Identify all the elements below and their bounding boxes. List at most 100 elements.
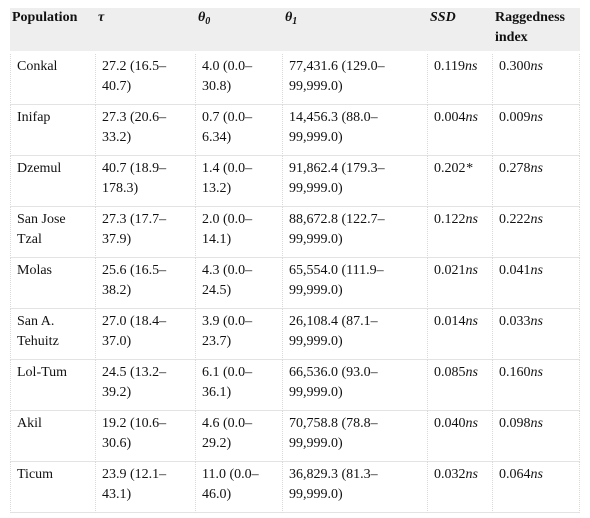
cell-theta1: 66,536.0 (93.0–99,999.0)	[283, 360, 428, 411]
cell-theta0: 11.0 (0.0–46.0)	[196, 462, 283, 513]
raggedness-value: 0.041	[499, 263, 531, 278]
cell-ssd: 0.032ns	[428, 462, 493, 513]
ssd-value: 0.032	[434, 467, 466, 482]
cell-raggedness: 0.300ns	[493, 54, 580, 105]
table-row: Akil 19.2 (10.6–30.6) 4.6 (0.0–29.2) 70,758…	[10, 411, 580, 462]
ssd-value: 0.040	[434, 416, 466, 431]
header-raggedness: Raggedness index	[493, 8, 580, 54]
raggedness-value: 0.009	[499, 110, 531, 125]
table-row: Lol-Tum 24.5 (13.2–39.2) 6.1 (0.0–36.1) 66,…	[10, 360, 580, 411]
raggedness-value: 0.064	[499, 467, 531, 482]
ssd-significance: *	[465, 161, 473, 176]
cell-theta1: 26,108.4 (87.1–99,999.0)	[283, 309, 428, 360]
table-row: Inifap 27.3 (20.6–33.2) 0.7 (0.0–6.34) 14,4…	[10, 105, 580, 156]
ssd-significance: ns	[465, 314, 478, 329]
cell-raggedness: 0.041ns	[493, 258, 580, 309]
cell-population: Conkal	[10, 54, 96, 105]
raggedness-significance: ns	[530, 110, 543, 125]
cell-theta1: 77,431.6 (129.0–99,999.0)	[283, 54, 428, 105]
header-row: Population τ θ0 θ1 SSD Raggedness index	[10, 8, 580, 54]
table-body: Conkal 27.2 (16.5–40.7) 4.0 (0.0–30.8) 77,4…	[10, 54, 580, 513]
cell-theta1: 88,672.8 (122.7–99,999.0)	[283, 207, 428, 258]
raggedness-value: 0.160	[499, 365, 531, 380]
table-row: Conkal 27.2 (16.5–40.7) 4.0 (0.0–30.8) 77,4…	[10, 54, 580, 105]
cell-population: Molas	[10, 258, 96, 309]
header-theta1: θ1	[283, 8, 428, 54]
header-theta1-symbol: θ	[285, 10, 293, 25]
raggedness-significance: ns	[530, 365, 543, 380]
cell-ssd: 0.040ns	[428, 411, 493, 462]
cell-theta0: 4.6 (0.0–29.2)	[196, 411, 283, 462]
header-theta0-subscript: 0	[205, 16, 211, 27]
ssd-significance: ns	[464, 59, 478, 74]
ssd-value: 0.202	[434, 161, 466, 176]
cell-tau: 27.3 (20.6–33.2)	[96, 105, 196, 156]
ssd-value: 0.119	[434, 59, 465, 74]
cell-raggedness: 0.033ns	[493, 309, 580, 360]
ssd-significance: ns	[465, 416, 478, 431]
cell-ssd: 0.122ns	[428, 207, 493, 258]
table-row: Dzemul 40.7 (18.9–178.3) 1.4 (0.0–13.2) 91,…	[10, 156, 580, 207]
ssd-value: 0.085	[434, 365, 466, 380]
data-table-container: Population τ θ0 θ1 SSD Raggedness index …	[10, 8, 580, 513]
cell-tau: 25.6 (16.5–38.2)	[96, 258, 196, 309]
cell-theta1: 65,554.0 (111.9–99,999.0)	[283, 258, 428, 309]
cell-population: Lol-Tum	[10, 360, 96, 411]
cell-theta0: 0.7 (0.0–6.34)	[196, 105, 283, 156]
cell-ssd: 0.202*	[428, 156, 493, 207]
cell-theta0: 4.3 (0.0–24.5)	[196, 258, 283, 309]
cell-tau: 19.2 (10.6–30.6)	[96, 411, 196, 462]
cell-raggedness: 0.222ns	[493, 207, 580, 258]
cell-tau: 24.5 (13.2–39.2)	[96, 360, 196, 411]
cell-tau: 27.0 (18.4–37.0)	[96, 309, 196, 360]
cell-raggedness: 0.160ns	[493, 360, 580, 411]
cell-population: San A. Tehuitz	[10, 309, 96, 360]
raggedness-significance: ns	[530, 212, 543, 227]
ssd-value: 0.021	[434, 263, 466, 278]
cell-ssd: 0.021ns	[428, 258, 493, 309]
header-tau: τ	[96, 8, 196, 54]
raggedness-significance: ns	[530, 161, 543, 176]
cell-theta0: 3.9 (0.0–23.7)	[196, 309, 283, 360]
cell-ssd: 0.014ns	[428, 309, 493, 360]
ssd-significance: ns	[465, 467, 478, 482]
ssd-value: 0.014	[434, 314, 466, 329]
cell-population: Inifap	[10, 105, 96, 156]
header-population: Population	[10, 8, 96, 54]
cell-tau: 40.7 (18.9–178.3)	[96, 156, 196, 207]
cell-theta1: 36,829.3 (81.3–99,999.0)	[283, 462, 428, 513]
raggedness-significance: ns	[530, 314, 543, 329]
raggedness-value: 0.222	[499, 212, 531, 227]
raggedness-significance: ns	[530, 467, 543, 482]
header-theta0-symbol: θ	[198, 10, 206, 25]
cell-tau: 23.9 (12.1–43.1)	[96, 462, 196, 513]
ssd-significance: ns	[465, 110, 478, 125]
table-row: Ticum 23.9 (12.1–43.1) 11.0 (0.0–46.0) 36,8…	[10, 462, 580, 513]
cell-raggedness: 0.278ns	[493, 156, 580, 207]
cell-raggedness: 0.098ns	[493, 411, 580, 462]
cell-theta1: 70,758.8 (78.8–99,999.0)	[283, 411, 428, 462]
raggedness-significance: ns	[530, 59, 543, 74]
raggedness-significance: ns	[530, 263, 543, 278]
table-row: San Jose Tzal 27.3 (17.7–37.9) 2.0 (0.0–14…	[10, 207, 580, 258]
header-theta0: θ0	[196, 8, 283, 54]
cell-population: Ticum	[10, 462, 96, 513]
cell-theta1: 14,456.3 (88.0–99,999.0)	[283, 105, 428, 156]
table-row: Molas 25.6 (16.5–38.2) 4.3 (0.0–24.5) 65,55…	[10, 258, 580, 309]
cell-population: Dzemul	[10, 156, 96, 207]
cell-population: Akil	[10, 411, 96, 462]
ssd-significance: ns	[465, 212, 478, 227]
cell-raggedness: 0.064ns	[493, 462, 580, 513]
cell-theta1: 91,862.4 (179.3–99,999.0)	[283, 156, 428, 207]
cell-theta0: 6.1 (0.0–36.1)	[196, 360, 283, 411]
cell-theta0: 4.0 (0.0–30.8)	[196, 54, 283, 105]
cell-ssd: 0.119ns	[428, 54, 493, 105]
cell-theta0: 1.4 (0.0–13.2)	[196, 156, 283, 207]
header-theta1-subscript: 1	[292, 16, 298, 27]
ssd-significance: ns	[465, 263, 478, 278]
cell-tau: 27.3 (17.7–37.9)	[96, 207, 196, 258]
cell-ssd: 0.085ns	[428, 360, 493, 411]
header-ssd: SSD	[428, 8, 493, 54]
raggedness-value: 0.098	[499, 416, 531, 431]
cell-theta0: 2.0 (0.0–14.1)	[196, 207, 283, 258]
